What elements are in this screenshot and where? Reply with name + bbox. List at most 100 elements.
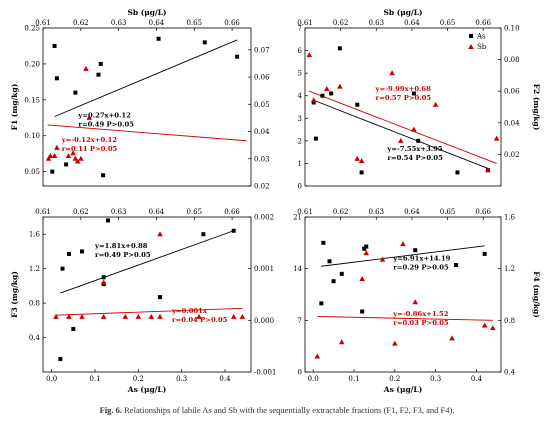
right-tick-label: 0.000	[254, 317, 274, 325]
right-tick-label: 0.02	[504, 151, 520, 159]
sb-annotation: y=-9.99x+0.68r=0.57 P>0.05	[375, 85, 432, 102]
sb-point	[358, 158, 365, 164]
as-annotation: y=1.81x+0.88r=0.49 P>0.05	[94, 242, 151, 259]
left-tick-label: 4	[298, 92, 303, 100]
legend-sb-label: Sb	[477, 43, 487, 51]
sb-point	[338, 339, 345, 345]
sb-point	[86, 114, 93, 120]
sb-point	[432, 101, 439, 107]
as-point	[202, 40, 207, 45]
panel-f3: 0.61 0.62 0.63 0.64 0.65 0.66 0.0 0.1 0.2 0.3 0.4 A…	[10, 208, 276, 394]
as-point	[235, 54, 240, 59]
as-point	[313, 136, 318, 141]
sb-point	[359, 276, 365, 281]
sb-point	[306, 52, 313, 58]
top-tick-label: 0.62	[333, 208, 349, 216]
as-point	[101, 173, 106, 178]
bottom-axis-label: As (μg/L)	[127, 385, 167, 394]
as-point	[52, 43, 57, 48]
right-tick-label: 0.04	[254, 128, 270, 136]
top-tick-label: 0.64	[149, 19, 165, 27]
plot-frame	[42, 216, 252, 373]
sb-point	[389, 70, 395, 76]
top-tick-label: 0.64	[404, 208, 420, 216]
as-annotation-line: r=0.49 P>0.05	[78, 120, 134, 128]
as-annotation-line: r=0.54 P>0.05	[387, 154, 443, 162]
plot-frame	[304, 216, 502, 373]
top-tick-label: 0.62	[73, 19, 89, 27]
sb-point	[485, 167, 491, 173]
caption-label: Fig. 6.	[99, 405, 123, 415]
bottom-axis-label: As (μg/L)	[383, 385, 423, 394]
sb-point	[157, 231, 163, 237]
left-axis-label: F3 (mg/kg)	[10, 271, 19, 318]
right-tick-label: 1.2	[504, 265, 515, 273]
right-tick-label: 0.002	[254, 214, 274, 222]
as-point	[60, 266, 65, 271]
sb-point	[65, 153, 72, 159]
sb-point	[100, 279, 107, 285]
sb-fit-line	[47, 124, 247, 142]
sb-point	[45, 155, 52, 161]
right-tick-label: 0.4	[504, 369, 516, 377]
sb-point	[379, 256, 386, 262]
sb-annotation-line: r=0.11 P>0.05	[62, 145, 118, 153]
top-tick-label: 0.61	[297, 208, 313, 216]
as-annotation-line: r=0.49 P>0.05	[95, 251, 151, 259]
top-tick-label: 0.62	[333, 19, 349, 27]
figure-caption: Fig. 6. Relationships of labile As and S…	[0, 405, 554, 415]
sb-point	[72, 155, 79, 161]
as-point	[337, 46, 342, 51]
sb-point	[66, 313, 72, 319]
sb-point	[157, 313, 163, 319]
right-axis-label: F4 (mg/kg)	[532, 271, 541, 318]
as-point	[319, 301, 324, 306]
bottom-tick-label: 0.0	[46, 375, 57, 383]
panel-f2: 0.61 0.62 0.63 0.64 0.65 0.66 Sb (μg/L) 0 1 2 3 4 5 6…	[297, 8, 541, 191]
top-tick-label: 0.63	[368, 19, 384, 27]
right-tick-label: 1.6	[504, 214, 516, 222]
as-point	[331, 279, 336, 284]
top-tick-label: 0.66	[224, 19, 240, 27]
left-tick-label: 0.20	[24, 60, 40, 68]
left-tick-label: 0	[298, 183, 302, 191]
sb-point	[310, 97, 317, 103]
bottom-tick-label: 0.1	[89, 375, 100, 383]
sb-point	[493, 135, 500, 141]
top-tick-label: 0.66	[475, 208, 491, 216]
top-tick-label: 0.61	[35, 19, 51, 27]
as-point	[411, 91, 416, 96]
sb-point	[230, 313, 237, 319]
right-tick-label: 0.06	[504, 88, 520, 96]
bottom-tick-label: 0.3	[176, 375, 187, 383]
sb-point	[122, 313, 129, 319]
sb-point	[392, 340, 398, 346]
left-tick-label: 1.2	[29, 265, 40, 273]
as-point	[360, 309, 365, 314]
sb-point	[100, 313, 107, 319]
legend-sb-marker	[468, 44, 474, 49]
sb-point	[449, 335, 455, 341]
as-point	[156, 36, 161, 41]
top-tick-label: 0.61	[35, 208, 51, 216]
as-annotation: y=0.27x+0.12r=0.49 P>0.05	[77, 111, 134, 128]
as-point	[482, 251, 487, 256]
left-tick-label: 0.15	[24, 96, 40, 104]
as-point	[201, 232, 206, 237]
left-tick-label: 0.4	[29, 334, 41, 342]
as-point	[454, 262, 459, 267]
panel-f1: 0.61 0.62 0.63 0.64 0.65 0.66 Sb (μg/L) 0.05 0.1…	[10, 8, 270, 191]
as-point	[54, 76, 59, 81]
top-tick-label: 0.62	[73, 208, 89, 216]
sb-fit-line	[309, 90, 497, 164]
bottom-tick-label: 0.2	[133, 375, 144, 383]
legend-as-marker	[469, 34, 473, 38]
top-tick-label: 0.61	[297, 19, 313, 27]
sb-point	[74, 158, 81, 164]
sb-point	[412, 299, 419, 305]
top-tick-label: 0.65	[440, 19, 456, 27]
top-tick-label: 0.66	[475, 19, 491, 27]
as-point	[158, 295, 162, 300]
